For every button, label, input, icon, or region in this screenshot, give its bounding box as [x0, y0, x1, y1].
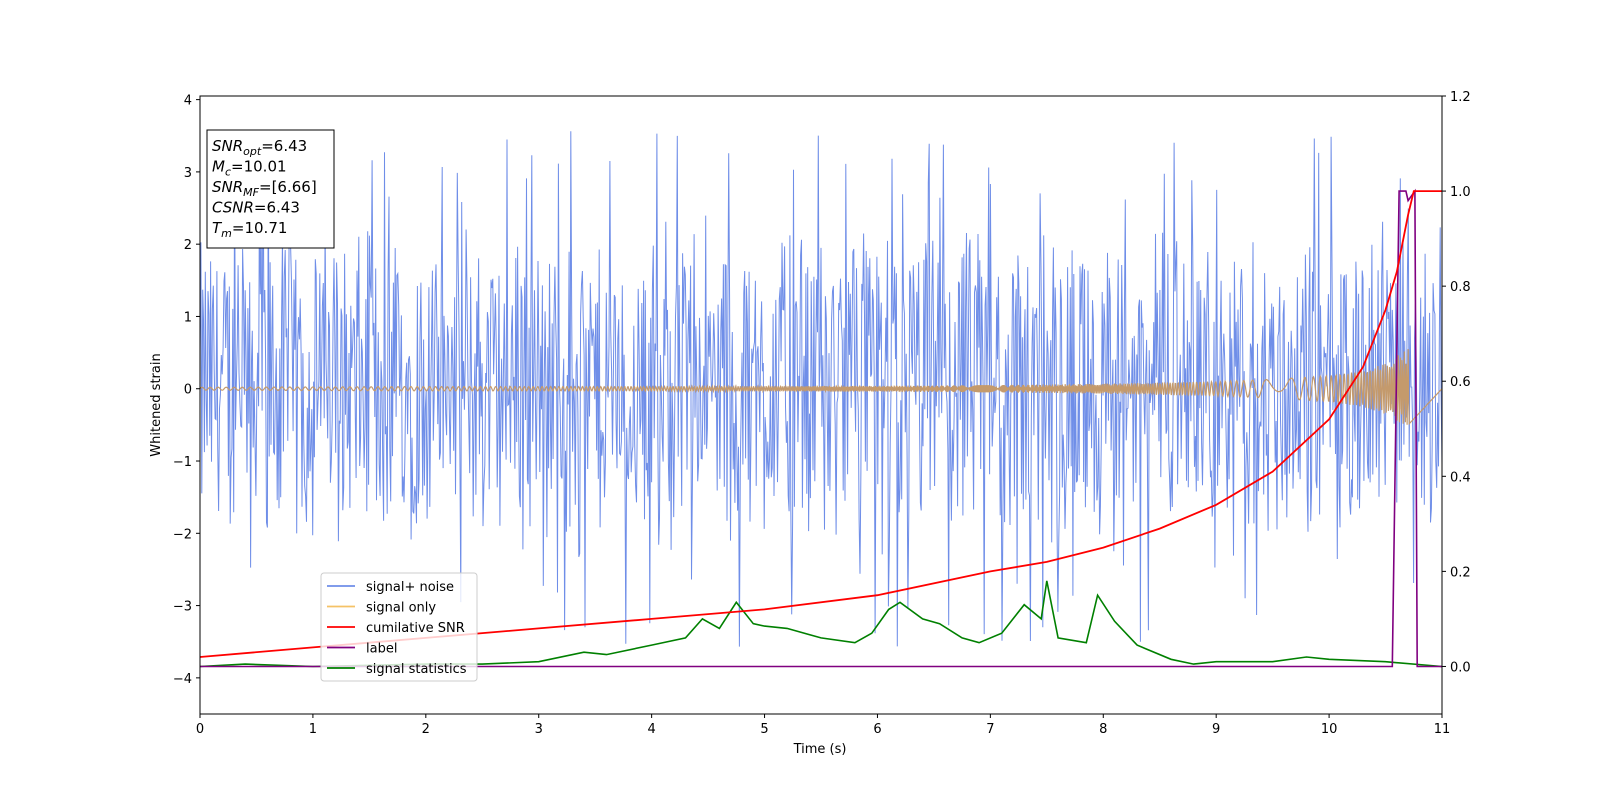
- info-line: Mc=10.01: [212, 158, 287, 179]
- y-tick-label: 2: [184, 238, 192, 253]
- y-right-tick-label: 0.0: [1450, 660, 1471, 675]
- y-right-tick-label: 1.2: [1450, 90, 1471, 105]
- x-tick-label: 10: [1321, 722, 1338, 737]
- y-right-tick-label: 0.4: [1450, 470, 1471, 485]
- series-label: [200, 188, 1442, 668]
- info-box: SNRopt=6.43Mc=10.01SNRMF=[6.66]CSNR=6.43…: [206, 129, 335, 249]
- legend-items: signal+ noise signal only cumilative SNR la…: [327, 580, 467, 677]
- y-right-tick-label: 0.8: [1450, 280, 1471, 295]
- info-line: CSNR=6.43: [212, 199, 300, 217]
- y-tick-label: 1: [184, 310, 192, 325]
- legend-label: cumilative SNR: [366, 621, 465, 636]
- y-right-tick-label: 0.2: [1450, 565, 1471, 580]
- x-tick-label: 0: [196, 722, 204, 737]
- legend-label: label: [366, 642, 397, 657]
- info-line: SNRMF=[6.66]: [212, 178, 317, 199]
- y-tick-label: 3: [184, 166, 192, 181]
- series-cumulative-snr: [200, 190, 1442, 658]
- y-tick-label: 4: [184, 94, 192, 109]
- info-line: SNRopt=6.43: [212, 137, 307, 158]
- x-tick-label: 9: [1212, 722, 1220, 737]
- legend-frame: [320, 572, 478, 682]
- x-tick-label: 3: [535, 722, 543, 737]
- x-tick-label: 5: [760, 722, 768, 737]
- x-tick-label: 11: [1434, 722, 1451, 737]
- y-tick-label: −1: [173, 455, 192, 470]
- legend: signal+ noise signal only cumilative SNR la…: [320, 572, 478, 682]
- y-tick-label: −4: [173, 672, 192, 687]
- info-lines: SNRopt=6.43Mc=10.01SNRMF=[6.66]CSNR=6.43…: [212, 137, 317, 240]
- x-tick-label: 8: [1099, 722, 1107, 737]
- x-tick-label: 1: [309, 722, 317, 737]
- y-tick-label: −3: [173, 600, 192, 615]
- series-signal-noise: [200, 129, 1442, 647]
- y-axis-label: Whitened strain: [149, 353, 164, 456]
- legend-label: signal statistics: [366, 662, 467, 677]
- series-signal-statistics: [200, 580, 1442, 668]
- legend-label: signal+ noise: [366, 580, 454, 595]
- series-signal-only: [200, 349, 1442, 426]
- x-tick-label: 7: [986, 722, 994, 737]
- x-tick-label: 4: [647, 722, 655, 737]
- ticks-layer: 0 1 2 3 4 5 6 7 8 9 10 11 −4 −3 −2 −1 0 1 2 3 4 0.0 0.2 0.4 0.6 0…: [173, 90, 1471, 737]
- x-axis-label: Time (s): [793, 742, 847, 757]
- plot-frame: [199, 95, 1443, 715]
- x-tick-label: 6: [873, 722, 881, 737]
- legend-label: signal only: [366, 601, 436, 616]
- info-box-frame: [206, 129, 335, 249]
- y-right-tick-label: 1.0: [1450, 185, 1471, 200]
- series-layer: [200, 129, 1442, 668]
- y-tick-label: −2: [173, 527, 192, 542]
- info-line: Tm=10.71: [212, 219, 287, 240]
- y-tick-label: 0: [184, 383, 192, 398]
- x-tick-label: 2: [422, 722, 430, 737]
- y-right-tick-label: 0.6: [1450, 375, 1471, 390]
